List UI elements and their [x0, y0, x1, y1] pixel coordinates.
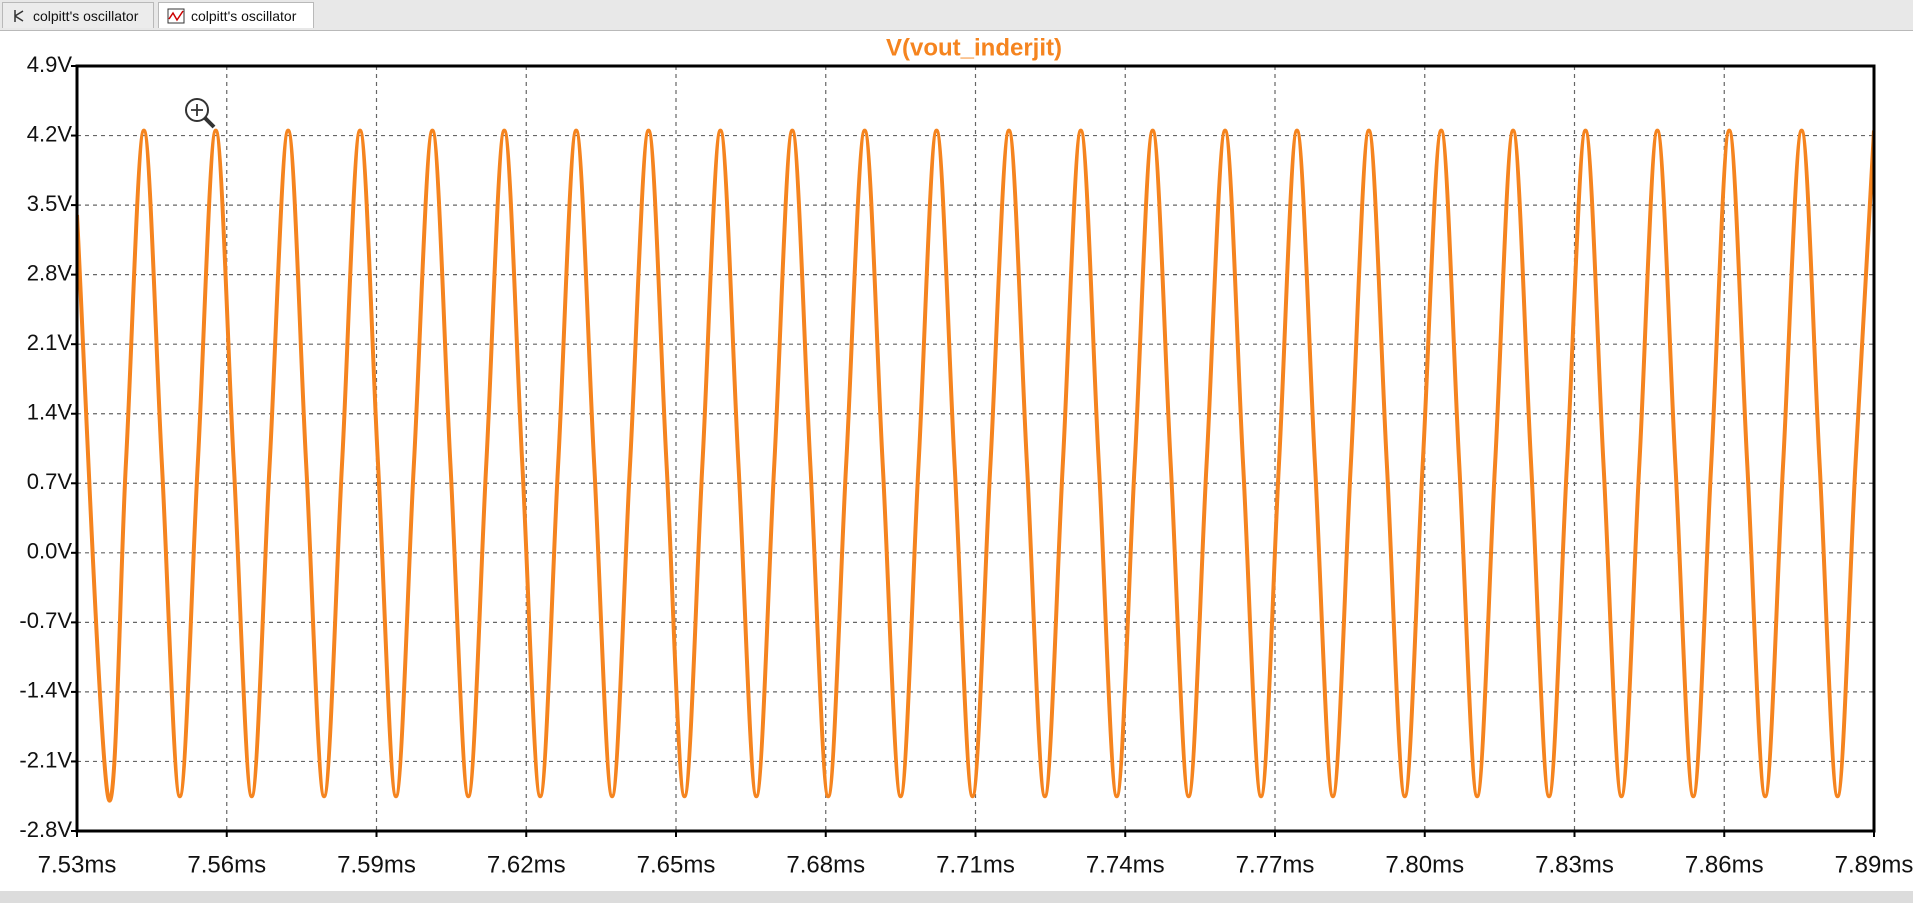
- tab-label: colpitt's oscillator: [191, 7, 297, 24]
- plot-icon: [167, 8, 185, 23]
- x-tick-label: 7.83ms: [1535, 851, 1614, 878]
- x-tick-label: 7.53ms: [38, 851, 117, 878]
- y-tick-label: 4.9V: [27, 52, 73, 77]
- x-tick-label: 7.59ms: [337, 851, 416, 878]
- x-tick-label: 7.74ms: [1086, 851, 1165, 878]
- y-tick-label: -2.8V: [19, 817, 72, 842]
- y-tick-label: 0.0V: [27, 539, 73, 564]
- x-tick-label: 7.71ms: [936, 851, 1015, 878]
- y-tick-label: 0.7V: [27, 469, 73, 494]
- chart-title: V(vout_inderjit): [886, 34, 1062, 61]
- y-tick-label: -1.4V: [19, 678, 72, 703]
- y-tick-label: 1.4V: [27, 400, 73, 425]
- y-tick-label: 4.2V: [27, 121, 73, 146]
- trace-layer: [77, 128, 1874, 803]
- x-tick-label: 7.89ms: [1835, 851, 1913, 878]
- y-tick-label: -2.1V: [19, 747, 72, 772]
- cursor-icon: [185, 98, 216, 129]
- x-tick-label: 7.86ms: [1685, 851, 1764, 878]
- x-tick-label: 7.77ms: [1236, 851, 1315, 878]
- waveform: [77, 128, 1874, 803]
- x-tick-label: 7.80ms: [1385, 851, 1464, 878]
- y-tick-label: 3.5V: [27, 191, 73, 216]
- schematic-icon: [14, 9, 24, 22]
- tab-bar: colpitt's oscillator colpitt's oscillato…: [0, 0, 1913, 31]
- tab-label: colpitt's oscillator: [33, 7, 139, 24]
- x-tick-label: 7.68ms: [786, 851, 865, 878]
- x-tick-label: 7.62ms: [487, 851, 566, 878]
- tab[interactable]: colpitt's oscillator: [2, 2, 154, 28]
- x-tick-label: 7.56ms: [187, 851, 266, 878]
- x-tick-label: 7.65ms: [637, 851, 716, 878]
- y-tick-label: 2.1V: [27, 330, 73, 355]
- status-bar: [0, 891, 1913, 903]
- y-tick-label: 2.8V: [27, 260, 73, 285]
- y-tick-label: -0.7V: [19, 608, 72, 633]
- tab[interactable]: colpitt's oscillator: [158, 2, 314, 28]
